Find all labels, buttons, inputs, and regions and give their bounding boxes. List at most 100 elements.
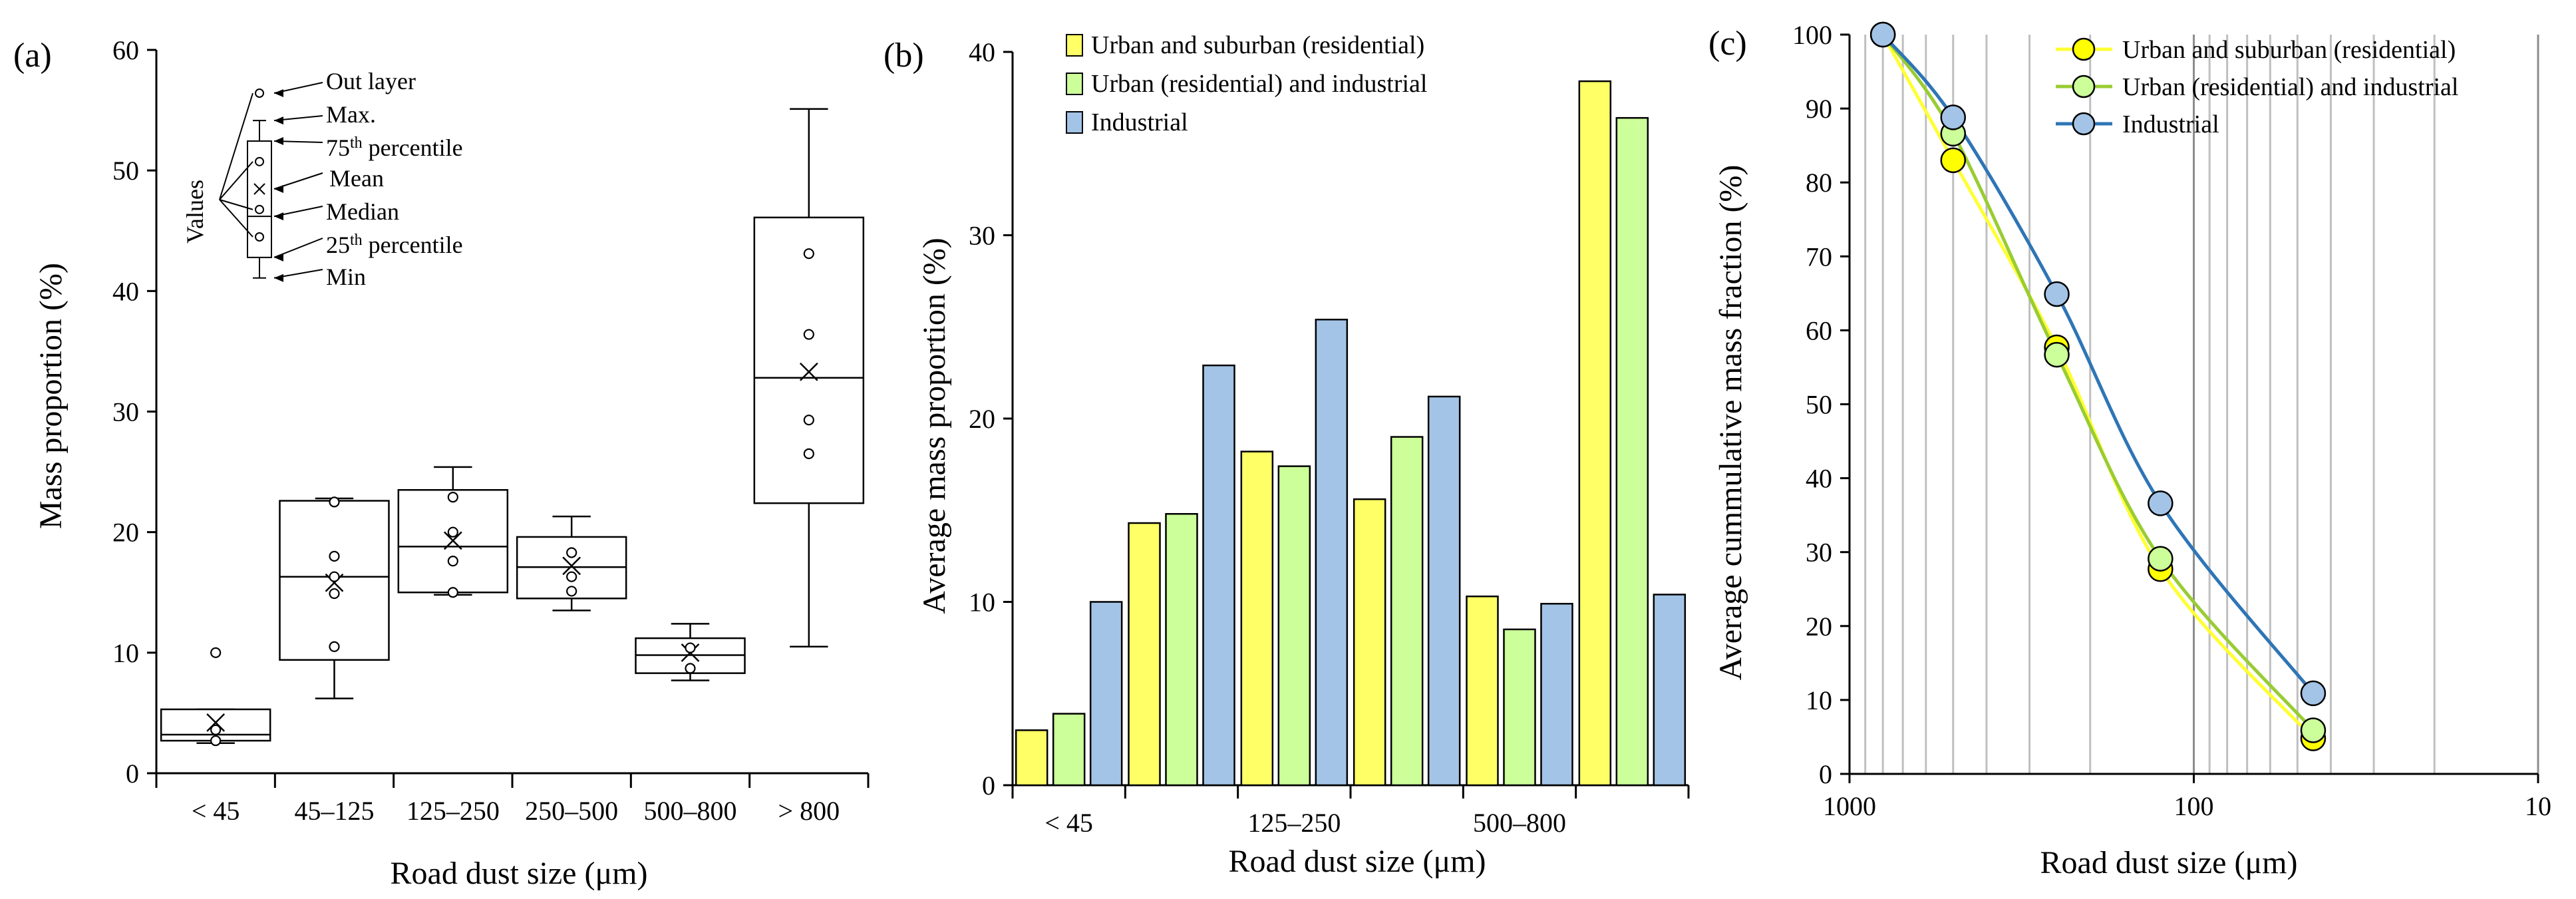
- box-point: [447, 492, 458, 503]
- annotation-75th-percentile: 75th percentile: [326, 134, 463, 161]
- annotation-out-layer: Out layer: [326, 68, 416, 94]
- panel-c-y-tick-label: 100: [1792, 20, 1832, 50]
- box-point: [210, 735, 222, 747]
- panel-a-axes: 0 10 20 30 40 50 60 < 45 45–125 125–250 250–500 500…: [112, 35, 870, 826]
- panel-a-boxes: [160, 108, 865, 747]
- panel-c-axes: 0 10 20 30 40 50 60 70 80 90 100 1000 100 10: [1792, 20, 2551, 821]
- box-2: [397, 466, 509, 598]
- panel-a-y-tick-label: 10: [112, 638, 139, 668]
- box-point: [447, 587, 458, 598]
- panel-c-x-tick-label: 100: [2174, 791, 2214, 821]
- box-point: [329, 550, 340, 562]
- annotation-arrow-head: [274, 89, 283, 97]
- point-series-2: [1940, 104, 1967, 130]
- panel-a-y-tick-label: 40: [112, 276, 139, 306]
- point-series-1: [2300, 717, 2327, 743]
- box-point: [566, 571, 577, 582]
- bar-1-3: [1390, 436, 1424, 787]
- box-point: [210, 724, 222, 735]
- panel-a-boxplot: (a) 0 10 20 30 40 50 60 < 45 45–125 125–250 250–50…: [13, 35, 870, 891]
- point-series-0: [1940, 147, 1967, 174]
- bar-1-4: [1503, 628, 1536, 787]
- panel-a-y-tick-label: 20: [112, 518, 139, 548]
- legend-marker-0: [2072, 37, 2096, 61]
- annotation-75: 75: [326, 134, 350, 161]
- point-series-2: [2300, 680, 2327, 707]
- bar-0-3: [1353, 498, 1386, 787]
- box-point: [803, 329, 814, 340]
- annotation-arrow-head: [274, 273, 283, 282]
- panel-c-label: (c): [1708, 25, 1747, 63]
- panel-a-x-tick-label: 125–250: [406, 796, 500, 826]
- panel-c-y-tick-label: 30: [1806, 538, 1832, 568]
- panel-c-y-tick-label: 20: [1806, 612, 1832, 641]
- panel-a-x-tick-label: > 800: [778, 796, 840, 826]
- line-series-0: [1881, 33, 2315, 740]
- legend-label-2: Industrial: [1091, 108, 1188, 136]
- panel-a-y-tick-label: 60: [112, 35, 139, 65]
- bar-2-0: [1089, 601, 1123, 787]
- annotation-sample-point: [255, 232, 264, 242]
- annotation-25-text: percentile: [363, 232, 463, 258]
- box-point: [447, 526, 458, 538]
- legend-label-1: Urban (residential) and industrial: [1091, 70, 1427, 98]
- legend-swatch-0: [1066, 34, 1083, 57]
- annotation-values-arrow: [219, 199, 253, 210]
- panel-b-x-axis-label: Road dust size (μm): [1229, 844, 1486, 879]
- panel-c-y-axis-label: Average cummulative mass fraction (%): [1713, 165, 1748, 681]
- bar-0-1: [1128, 522, 1161, 787]
- panel-c-y-tick-label: 90: [1806, 94, 1832, 124]
- box-point: [447, 556, 458, 567]
- panel-b-y-tick-label: 0: [982, 771, 995, 801]
- panel-b-x-tick-label: 125–250: [1247, 808, 1341, 838]
- panel-a-legend-annotation: Values Out layer Max. 75th percentile Me…: [182, 68, 463, 290]
- box-point: [329, 496, 340, 508]
- legend-label-c-1: Urban (residential) and industrial: [2122, 73, 2458, 101]
- point-series-2: [2148, 490, 2174, 516]
- annotation-min: Min: [326, 264, 366, 290]
- annotation-values-arrow: [219, 92, 253, 200]
- panel-b-axes: 0 10 20 30 40 < 45 125–250 500–800: [969, 37, 1690, 838]
- bar-1-1: [1165, 513, 1198, 787]
- bar-1-2: [1277, 465, 1311, 787]
- annotation-mean: Mean: [329, 165, 384, 192]
- panel-c-y-tick-label: 70: [1806, 242, 1832, 271]
- panel-c-y-tick-label: 10: [1806, 685, 1832, 715]
- bar-2-2: [1315, 318, 1349, 787]
- panel-a-x-tick-label: 250–500: [525, 796, 618, 826]
- box-point: [566, 547, 577, 558]
- legend-marker-1: [2072, 75, 2096, 98]
- panel-a-x-tick-label: 500–800: [644, 796, 737, 826]
- box-point: [566, 586, 577, 597]
- panel-b-label: (b): [884, 37, 924, 75]
- annotation-values-arrow: [219, 199, 253, 238]
- legend-swatch-1: [1066, 73, 1083, 95]
- panel-b-legend: Urban and suburban (residential) Urban (r…: [1066, 31, 1427, 136]
- bar-1-5: [1615, 116, 1649, 787]
- legend-marker-2: [2072, 112, 2096, 136]
- box-mean-marker: [325, 573, 344, 592]
- panel-a-y-tick-label: 50: [112, 156, 139, 186]
- box-5: [753, 108, 865, 648]
- panel-a-y-axis-label: Mass proportion (%): [33, 263, 69, 529]
- box-mean-marker: [562, 556, 581, 576]
- panel-a-x-tick-label: 45–125: [295, 796, 375, 826]
- legend-label-c-0: Urban and suburban (residential): [2122, 36, 2456, 64]
- box-1: [279, 496, 390, 699]
- bar-0-4: [1466, 595, 1499, 787]
- panel-c-line-chart: (c) 0 10 20 30 40 50 60 70 80 90 100 1000 100 10 Urba…: [1708, 20, 2551, 880]
- box-mean-marker: [443, 531, 462, 550]
- box-point: [329, 641, 340, 652]
- point-series-2: [1869, 21, 1896, 48]
- panel-b-y-tick-label: 40: [969, 37, 995, 67]
- point-series-2: [2044, 281, 2070, 307]
- box-point: [329, 588, 340, 600]
- panel-a-x-axis-label: Road dust size (μm): [391, 856, 648, 891]
- panel-b-x-tick-label: < 45: [1045, 808, 1093, 838]
- bar-0-5: [1578, 80, 1612, 787]
- bar-1-0: [1052, 713, 1086, 787]
- panel-c-x-tick-label: 10: [2525, 791, 2551, 821]
- legend-label-0: Urban and suburban (residential): [1091, 31, 1424, 59]
- point-series-1: [2148, 546, 2174, 572]
- bar-2-4: [1540, 603, 1573, 787]
